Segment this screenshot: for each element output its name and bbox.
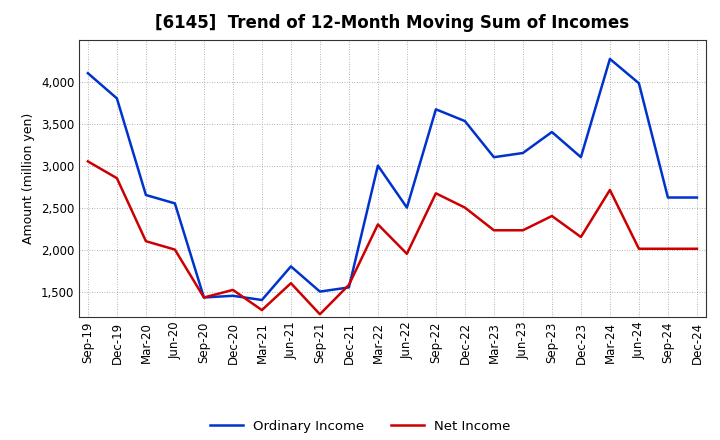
Ordinary Income	[315, 289, 324, 294]
Ordinary Income	[518, 150, 527, 156]
Ordinary Income	[461, 118, 469, 124]
Net Income	[431, 191, 440, 196]
Net Income	[84, 159, 92, 164]
Net Income	[171, 247, 179, 252]
Net Income	[258, 308, 266, 313]
Net Income	[142, 238, 150, 244]
Ordinary Income	[634, 81, 643, 86]
Ordinary Income	[258, 297, 266, 303]
Ordinary Income	[606, 56, 614, 62]
Ordinary Income	[287, 264, 295, 269]
Net Income	[490, 227, 498, 233]
Ordinary Income	[548, 129, 557, 135]
Ordinary Income	[664, 195, 672, 200]
Net Income	[548, 213, 557, 219]
Net Income	[664, 246, 672, 251]
Ordinary Income	[228, 293, 237, 298]
Ordinary Income	[577, 154, 585, 160]
Net Income	[693, 246, 701, 251]
Net Income	[461, 205, 469, 210]
Ordinary Income	[490, 154, 498, 160]
Ordinary Income	[84, 70, 92, 76]
Ordinary Income	[374, 163, 382, 168]
Net Income	[112, 176, 121, 181]
Y-axis label: Amount (million yen): Amount (million yen)	[22, 113, 35, 244]
Ordinary Income	[431, 106, 440, 112]
Line: Net Income: Net Income	[88, 161, 697, 314]
Net Income	[606, 187, 614, 193]
Net Income	[634, 246, 643, 251]
Net Income	[577, 235, 585, 240]
Ordinary Income	[402, 205, 411, 210]
Title: [6145]  Trend of 12-Month Moving Sum of Incomes: [6145] Trend of 12-Month Moving Sum of I…	[156, 15, 629, 33]
Net Income	[374, 222, 382, 227]
Ordinary Income	[142, 192, 150, 198]
Net Income	[199, 295, 208, 300]
Net Income	[315, 312, 324, 317]
Ordinary Income	[345, 285, 354, 290]
Legend: Ordinary Income, Net Income: Ordinary Income, Net Income	[204, 414, 516, 438]
Line: Ordinary Income: Ordinary Income	[88, 59, 697, 300]
Ordinary Income	[199, 295, 208, 300]
Net Income	[518, 227, 527, 233]
Net Income	[228, 287, 237, 293]
Ordinary Income	[693, 195, 701, 200]
Ordinary Income	[112, 96, 121, 101]
Net Income	[345, 282, 354, 287]
Ordinary Income	[171, 201, 179, 206]
Net Income	[287, 281, 295, 286]
Net Income	[402, 251, 411, 257]
